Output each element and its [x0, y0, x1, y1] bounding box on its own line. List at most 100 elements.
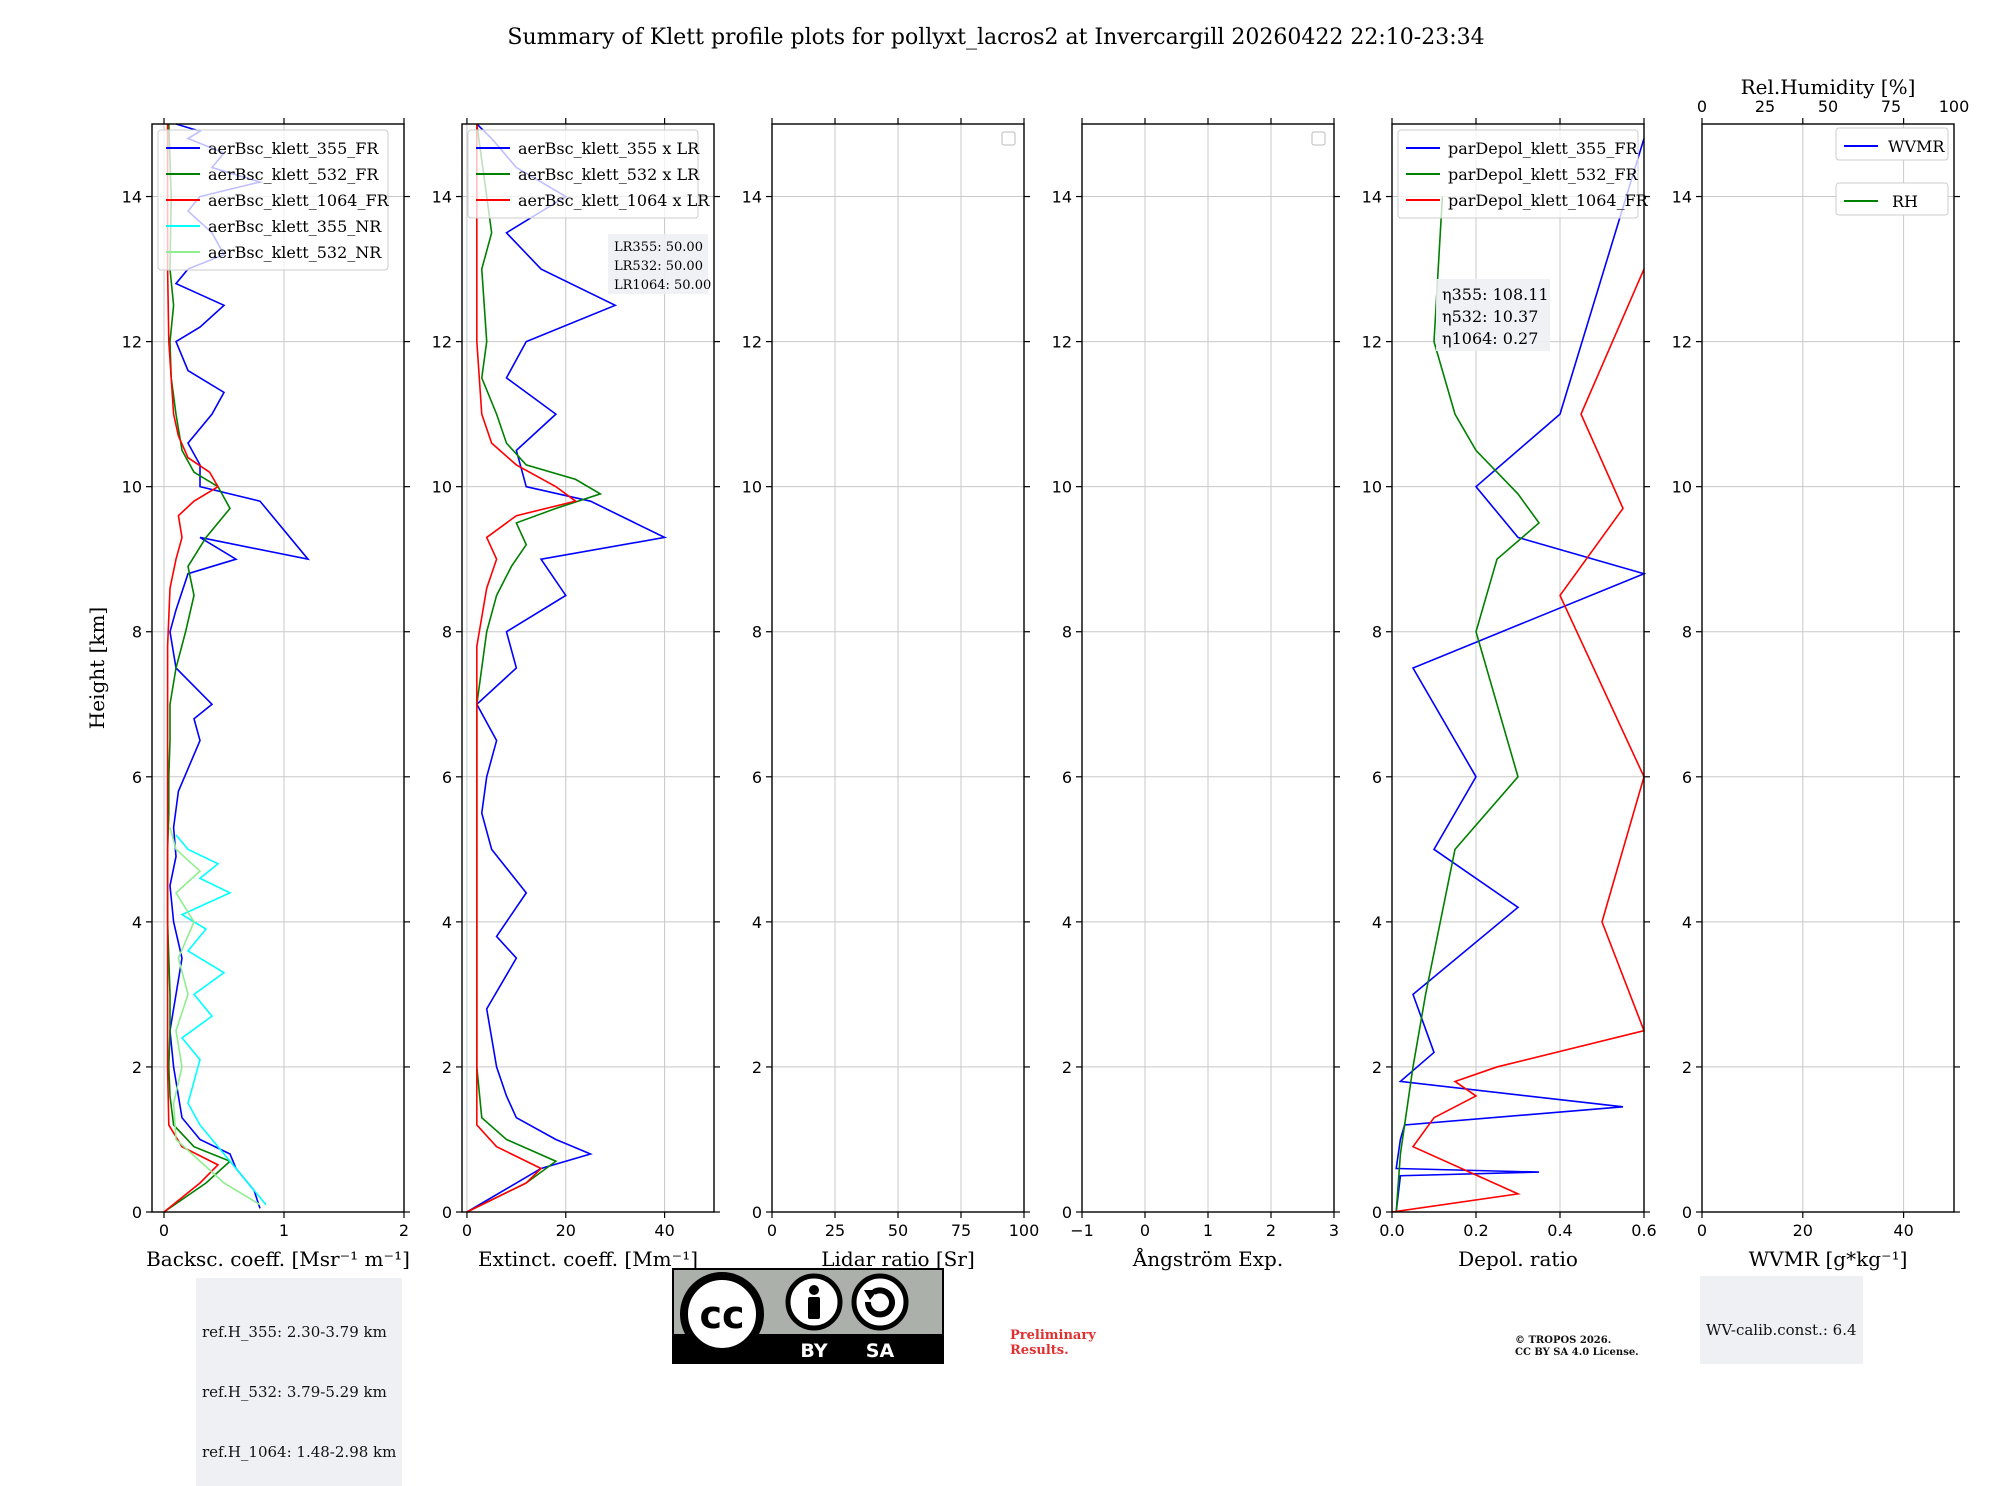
copyright-line-2: CC BY SA 4.0 License.: [1515, 1347, 1639, 1358]
top-x-tick-label: 50: [1818, 97, 1838, 116]
x-axis-label: Extinct. coeff. [Mm⁻¹]: [478, 1247, 698, 1271]
y-tick-label: 0: [1062, 1203, 1072, 1222]
x-tick-label: 100: [1009, 1221, 1040, 1240]
y-tick-label: 10: [122, 478, 142, 497]
legend-label: parDepol_klett_355_FR: [1448, 139, 1639, 158]
eta-label: η1064: 0.27: [1442, 329, 1538, 348]
x-tick-label: 0: [767, 1221, 777, 1240]
x-axis-label: Lidar ratio [Sr]: [821, 1247, 975, 1271]
panel-depol: 0 2 4 6 8 10 12 14 0.0 0.2 0.4 0.6 Depol. ratio parDe…: [1362, 118, 1657, 1271]
x-tick-label: 0.2: [1463, 1221, 1488, 1240]
y-tick-label: 10: [742, 478, 762, 497]
x-tick-label: 0: [1140, 1221, 1150, 1240]
y-tick-label: 10: [1672, 478, 1692, 497]
y-tick-label: 12: [742, 333, 762, 352]
x-tick-label: 50: [888, 1221, 908, 1240]
y-tick-label: 6: [1682, 768, 1692, 787]
y-tick-label: 12: [432, 333, 452, 352]
y-tick-label: 8: [442, 623, 452, 642]
x-tick-label: −1: [1070, 1221, 1094, 1240]
y-tick-label: 2: [442, 1058, 452, 1077]
legend-label: aerBsc_klett_532_FR: [208, 165, 379, 184]
x-axis-label: WVMR [g*kg⁻¹]: [1749, 1247, 1908, 1271]
y-tick-label: 12: [122, 333, 142, 352]
x-axis-label: Depol. ratio: [1458, 1247, 1578, 1271]
x-axis-label: Backsc. coeff. [Msr⁻¹ m⁻¹]: [146, 1247, 410, 1271]
y-tick-label: 12: [1362, 333, 1382, 352]
y-tick-label: 4: [1682, 913, 1692, 932]
y-tick-label: 14: [1052, 188, 1072, 207]
y-tick-label: 14: [1362, 188, 1382, 207]
x-tick-label: 1: [1203, 1221, 1213, 1240]
copyright-note: © TROPOS 2026. CC BY SA 4.0 License.: [1515, 1335, 1639, 1359]
preliminary-results-note: Preliminary Results.: [1010, 1328, 1096, 1358]
legend-box: [467, 129, 699, 219]
y-tick-label: 12: [1672, 333, 1692, 352]
series-line-aerBsc_klett_355 x LR: [466, 123, 668, 1213]
y-axis-label: Height [km]: [85, 607, 109, 729]
x-tick-label: 2: [399, 1221, 409, 1240]
reference-height-box: ref.H_355: 2.30-3.79 km ref.H_532: 3.79-…: [196, 1278, 403, 1486]
eta-label: η355: 108.11: [1442, 285, 1549, 304]
cc-circle-icon: [680, 1272, 764, 1356]
series-line-parDepol_klett_1064_FR: [1391, 268, 1646, 1213]
y-tick-label: 14: [1672, 188, 1692, 207]
series-line-aerBsc_klett_1064_FR: [163, 124, 220, 1213]
series-line-aerBsc_klett_532_NR: [169, 827, 261, 1206]
y-tick-label: 10: [1362, 478, 1382, 497]
top-x-tick-label: 0: [1697, 97, 1707, 116]
axes-frame: [151, 123, 405, 1213]
wv-calibration-constant: WV-calib.const.: 6.4: [1706, 1321, 1857, 1339]
legend-label: WVMR: [1888, 137, 1945, 156]
y-tick-label: 8: [1682, 623, 1692, 642]
y-tick-label: 0: [1682, 1203, 1692, 1222]
y-tick-label: 10: [432, 478, 452, 497]
y-tick-label: 4: [752, 913, 762, 932]
y-tick-label: 4: [442, 913, 452, 932]
x-tick-label: 0.0: [1379, 1221, 1404, 1240]
legend-label: parDepol_klett_1064_FR: [1448, 191, 1649, 210]
series-line-aerBsc_klett_355_NR: [175, 834, 267, 1206]
copyright-line-1: © TROPOS 2026.: [1515, 1335, 1612, 1346]
y-tick-label: 6: [1372, 768, 1382, 787]
y-tick-label: 12: [1052, 333, 1072, 352]
preliminary-line-2: Results.: [1010, 1343, 1069, 1358]
x-tick-label: 25: [825, 1221, 845, 1240]
legend-label: aerBsc_klett_355 x LR: [518, 139, 700, 158]
y-tick-label: 0: [442, 1203, 452, 1222]
y-tick-label: 0: [752, 1203, 762, 1222]
y-tick-label: 2: [1682, 1058, 1692, 1077]
x-tick-label: 20: [1793, 1221, 1813, 1240]
series-line-aerBsc_klett_532_FR: [163, 123, 232, 1213]
x-tick-label: 40: [1893, 1221, 1913, 1240]
axes-frame: [461, 123, 715, 1213]
panel-extinction: 0 2 4 6 8 10 12 14 0 20 40 Extinct. coeff. [Mm⁻¹] ae…: [432, 118, 720, 1271]
legend-label: aerBsc_klett_532_NR: [208, 243, 382, 262]
x-tick-label: 1: [279, 1221, 289, 1240]
y-tick-label: 0: [132, 1203, 142, 1222]
y-tick-label: 4: [132, 913, 142, 932]
y-tick-label: 2: [132, 1058, 142, 1077]
legend-label: aerBsc_klett_1064_FR: [208, 191, 390, 210]
y-tick-label: 6: [1062, 768, 1072, 787]
x-tick-label: 75: [951, 1221, 971, 1240]
x-tick-label: 0: [159, 1221, 169, 1240]
legend-label: parDepol_klett_532_FR: [1448, 165, 1639, 184]
y-tick-label: 0: [1372, 1203, 1382, 1222]
lidar-ratio-label: LR355: 50.00: [614, 240, 703, 255]
y-tick-label: 8: [1062, 623, 1072, 642]
series-line-aerBsc_klett_355_FR: [169, 123, 311, 1209]
x-tick-label: 0.6: [1631, 1221, 1656, 1240]
lidar-ratio-label: LR1064: 50.00: [614, 278, 711, 293]
figure-canvas: Summary of Klett profile plots for polly…: [85, 25, 1969, 1271]
ref-height-355: ref.H_355: 2.30-3.79 km: [202, 1323, 387, 1341]
cc-by-sa-logo: cc BY SA: [672, 1268, 944, 1364]
legend-box: [157, 129, 389, 271]
lidar-ratio-label: LR532: 50.00: [614, 259, 703, 274]
empty-legend-box: [1311, 131, 1326, 146]
x-tick-label: 2: [1266, 1221, 1276, 1240]
y-tick-label: 14: [122, 188, 142, 207]
share-alike-icon: [851, 1273, 909, 1331]
